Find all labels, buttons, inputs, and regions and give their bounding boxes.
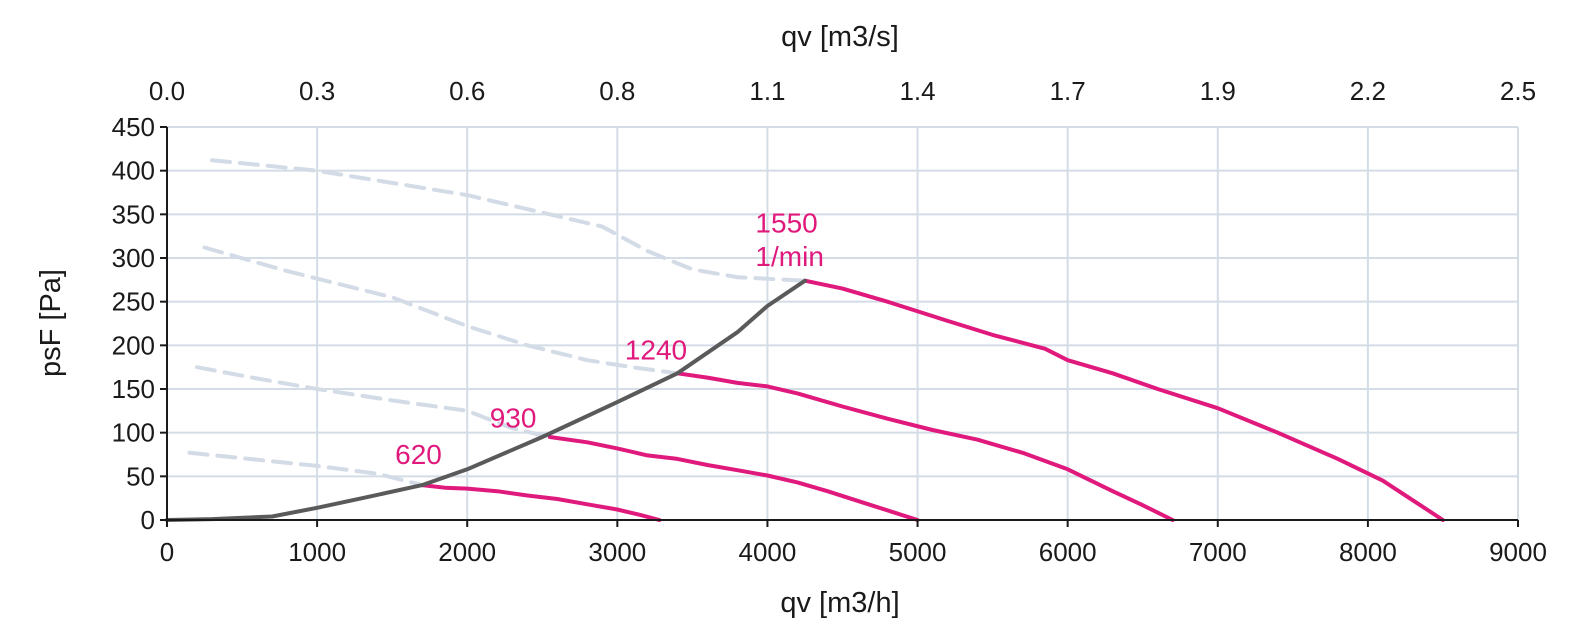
x2-tick-label: 2.2: [1350, 76, 1386, 106]
operating-curve-930: [547, 435, 920, 522]
speed-label: 1550: [755, 208, 817, 239]
operating-curve-1550: [803, 278, 1445, 522]
x2-tick-label: 1.1: [749, 76, 785, 106]
operating-curve-620: [420, 483, 662, 522]
y-tick-label: 250: [112, 287, 155, 317]
x2-axis-title: qv [m3/s]: [781, 21, 899, 53]
y-tick-label: 100: [112, 418, 155, 448]
x-tick-label: 7000: [1189, 537, 1247, 567]
x-tick-label: 5000: [889, 537, 947, 567]
y-tick-label: 400: [112, 156, 155, 186]
y-tick-label: 200: [112, 330, 155, 360]
speed-label: 620: [395, 439, 442, 470]
x-tick-label: 9000: [1489, 537, 1547, 567]
unstable-curve: [187, 450, 425, 488]
y-tick-label: 350: [112, 199, 155, 229]
unstable-curve: [202, 245, 680, 376]
tick-labels: 0 50 100 150 200 250 300 350 400 450 0 1000 2000 3000…: [112, 76, 1547, 567]
plot-axes: [160, 126, 1519, 527]
y-tick-label: 150: [112, 374, 155, 404]
x2-tick-label: 0.6: [449, 76, 485, 106]
y-axis-title: psF [Pa]: [35, 269, 67, 377]
y-tick-label: 300: [112, 243, 155, 273]
speed-label: 930: [490, 402, 537, 433]
x2-tick-label: 0.3: [299, 76, 335, 106]
unstable-curve: [210, 158, 807, 283]
x2-tick-label: 0.8: [599, 76, 635, 106]
x-tick-label: 4000: [739, 537, 797, 567]
system-curve: [165, 278, 807, 522]
x2-tick-label: 1.7: [1050, 76, 1086, 106]
x2-tick-label: 2.5: [1500, 76, 1536, 106]
x2-tick-label: 1.4: [899, 76, 935, 106]
x-tick-label: 1000: [288, 537, 346, 567]
x-tick-label: 3000: [588, 537, 646, 567]
grid-lines: [167, 126, 1519, 520]
x-tick-label: 2000: [438, 537, 496, 567]
speed-label: 1240: [625, 334, 687, 365]
x-axis-title: qv [m3/h]: [780, 587, 899, 619]
x-tick-label: 6000: [1039, 537, 1097, 567]
speed-label: 1/min: [755, 241, 823, 272]
y-tick-label: 50: [126, 461, 155, 491]
x-tick-label: 8000: [1339, 537, 1397, 567]
y-tick-label: 0: [141, 505, 155, 535]
operating-curve-1240: [675, 371, 1175, 522]
x-tick-label: 0: [160, 537, 174, 567]
curve-layer: [165, 158, 1445, 522]
x2-tick-label: 1.9: [1200, 76, 1236, 106]
unstable-curve: [195, 365, 552, 439]
y-tick-label: 450: [112, 112, 155, 142]
x2-tick-label: 0.0: [149, 76, 185, 106]
